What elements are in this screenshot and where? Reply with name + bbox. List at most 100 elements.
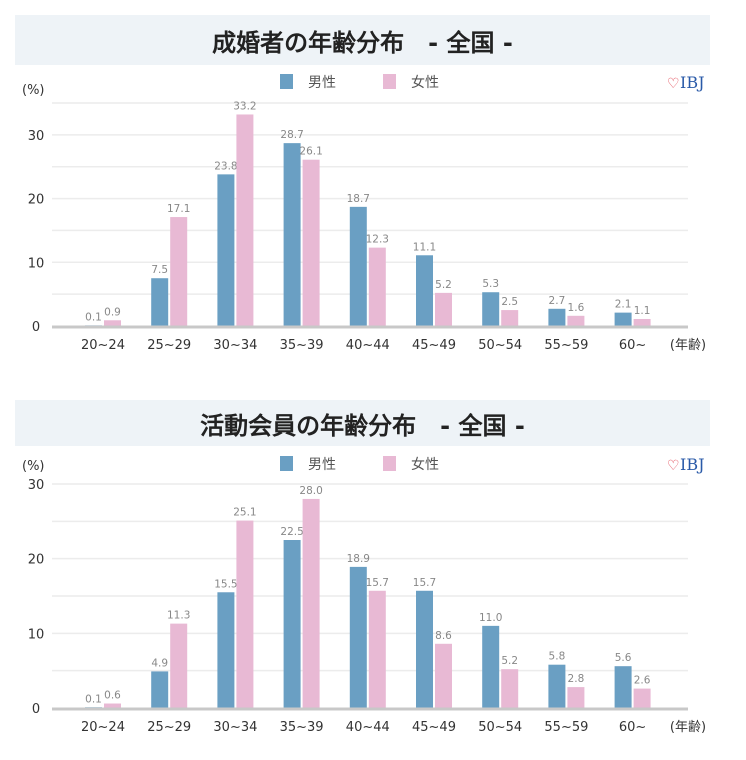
legend-swatch-male <box>280 456 293 471</box>
bar-female <box>236 520 254 708</box>
data-label: 25.1 <box>233 507 256 519</box>
x-tick-label: 40~44 <box>346 338 390 353</box>
data-label: 2.6 <box>634 675 651 687</box>
data-label: 4.9 <box>151 657 168 669</box>
data-label: 28.7 <box>280 129 303 141</box>
legend-label-male: 男性 <box>308 75 336 91</box>
data-label: 5.2 <box>501 655 518 667</box>
x-tick-label: 20~24 <box>81 720 125 735</box>
data-label: 2.1 <box>615 299 632 311</box>
bar-female <box>104 703 121 708</box>
data-label: 0.1 <box>85 693 102 705</box>
data-label: 11.1 <box>413 241 436 253</box>
y-tick-label: 10 <box>28 627 45 642</box>
x-tick-label: 50~54 <box>478 338 522 353</box>
bar-female <box>368 590 386 708</box>
x-axis-label: (年齢) <box>670 338 706 353</box>
bar-female <box>435 643 452 708</box>
data-label: 15.7 <box>366 577 389 589</box>
y-tick-label: 0 <box>32 320 40 335</box>
x-tick-label: 45~49 <box>412 338 456 353</box>
bar-female <box>302 159 320 326</box>
bar-male <box>614 312 632 326</box>
data-label: 12.3 <box>366 234 389 246</box>
bar-male <box>548 664 566 708</box>
data-label: 1.6 <box>568 302 585 314</box>
bar-female <box>567 687 585 708</box>
data-label: 5.2 <box>435 279 452 291</box>
data-label: 11.0 <box>479 612 502 624</box>
chart-1-marriage-age-distribution: 0 10 20 30 (%) (年齢) 男性 女性 ♡ IBJ 20~24 0.1 0.9 25~29 7.… <box>22 73 706 353</box>
data-label: 2.7 <box>549 295 566 307</box>
bar-female <box>170 217 188 326</box>
data-label: 7.5 <box>151 264 168 276</box>
legend-label-male: 男性 <box>308 457 336 473</box>
bar-male <box>416 590 433 708</box>
data-label: 22.5 <box>280 526 303 538</box>
bar-male <box>548 308 566 326</box>
bar-male <box>217 592 235 708</box>
data-label: 15.7 <box>413 577 436 589</box>
bar-female <box>170 623 188 708</box>
y-axis-unit: (%) <box>22 83 45 98</box>
data-label: 17.1 <box>167 203 190 215</box>
data-label: 5.8 <box>549 651 566 663</box>
x-tick-label: 60~ <box>619 720 646 735</box>
x-tick-label: 55~59 <box>544 720 588 735</box>
legend-swatch-female <box>383 74 396 89</box>
ibj-logo: IBJ <box>680 73 705 92</box>
data-label: 28.0 <box>299 485 322 497</box>
data-label: 26.1 <box>299 146 322 158</box>
bar-female <box>236 114 254 327</box>
bar-male <box>482 292 500 326</box>
data-label: 0.9 <box>104 306 121 318</box>
bar-male <box>151 278 169 326</box>
x-tick-label: 30~34 <box>213 720 257 735</box>
data-label: 15.5 <box>214 578 237 590</box>
x-tick-label: 35~39 <box>280 338 324 353</box>
x-tick-label: 55~59 <box>544 338 588 353</box>
bar-male <box>349 206 367 326</box>
data-label: 2.5 <box>501 296 518 308</box>
data-label: 23.8 <box>214 160 237 172</box>
x-axis-label: (年齢) <box>670 720 706 735</box>
x-tick-label: 40~44 <box>346 720 390 735</box>
data-label: 33.2 <box>233 100 256 112</box>
bar-male <box>416 255 433 326</box>
bar-female <box>633 318 651 326</box>
bar-male <box>482 625 500 708</box>
data-label: 5.3 <box>482 278 499 290</box>
x-tick-label: 45~49 <box>412 720 456 735</box>
x-tick-label: 50~54 <box>478 720 522 735</box>
legend-label-female: 女性 <box>411 74 439 91</box>
data-label: 18.7 <box>347 193 370 205</box>
bar-male <box>217 174 235 326</box>
data-label: 18.9 <box>347 553 370 565</box>
data-label: 11.3 <box>167 610 190 622</box>
chart-2-title: 活動会員の年齢分布 - 全国 - <box>15 400 710 446</box>
y-tick-label: 30 <box>28 478 45 493</box>
bar-male <box>614 666 632 708</box>
bar-male <box>283 540 301 708</box>
data-label: 0.6 <box>104 690 121 702</box>
chart-2-member-age-distribution: 0 10 20 30 (%) (年齢) 男性 女性 ♡ IBJ 20~24 0.1 0.6 25~29 4.… <box>22 455 706 735</box>
y-tick-label: 20 <box>28 193 45 208</box>
x-tick-label: 20~24 <box>81 338 125 353</box>
chart-1-title: 成婚者の年齢分布 - 全国 - <box>15 15 710 65</box>
y-tick-label: 10 <box>28 256 45 271</box>
y-axis-unit: (%) <box>22 459 45 474</box>
data-label: 0.1 <box>85 311 102 323</box>
y-tick-label: 30 <box>28 129 45 144</box>
data-label: 1.1 <box>634 305 651 317</box>
bar-male <box>283 143 301 326</box>
bar-female <box>501 669 519 708</box>
bar-female <box>501 310 519 326</box>
heart-logo-icon: ♡ <box>667 458 680 474</box>
x-tick-label: 25~29 <box>147 338 191 353</box>
data-label: 5.6 <box>615 652 632 664</box>
x-tick-label: 60~ <box>619 338 646 353</box>
ibj-logo: IBJ <box>680 455 705 474</box>
data-label: 8.6 <box>435 630 452 642</box>
legend-swatch-female <box>383 456 396 471</box>
heart-logo-icon: ♡ <box>667 76 680 92</box>
